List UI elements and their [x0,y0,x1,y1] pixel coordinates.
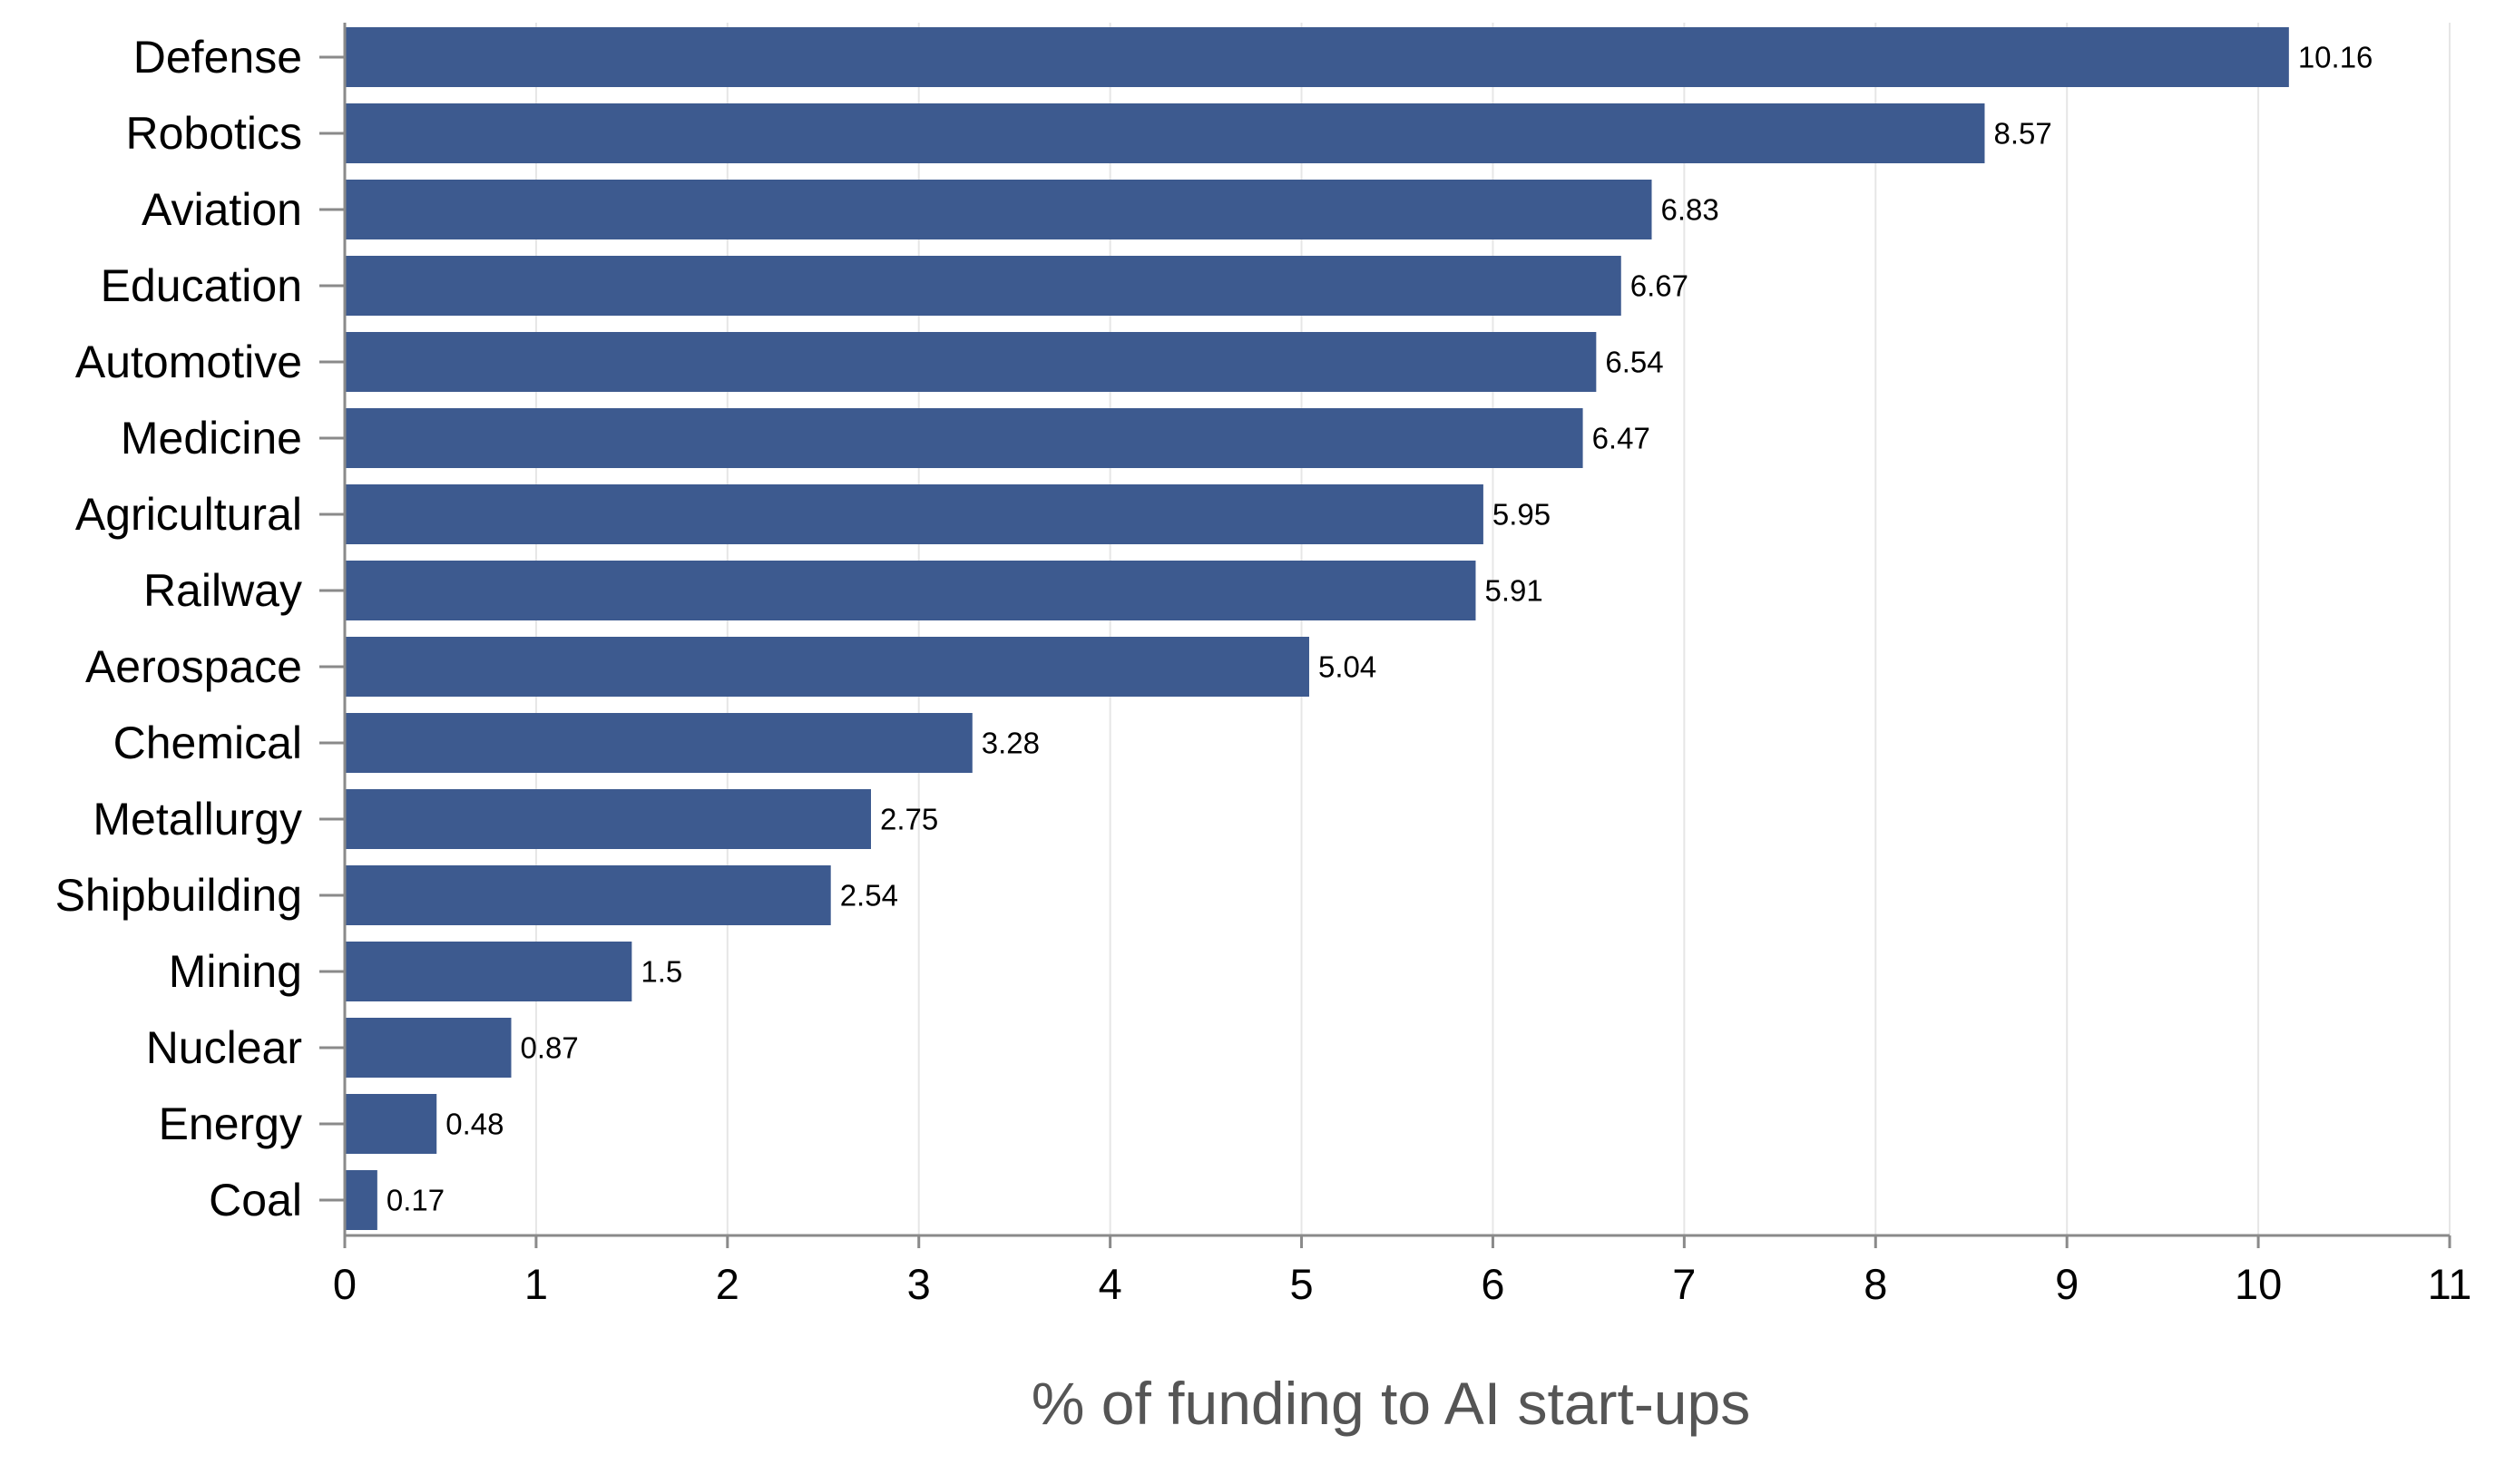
x-tick-label-7: 7 [1672,1260,1696,1308]
data-label-energy: 0.48 [445,1108,504,1141]
category-label-mining: Mining [169,946,302,997]
bar-aerospace [345,637,1309,697]
category-label-aviation: Aviation [142,184,302,235]
bar-medicine [345,408,1583,468]
data-label-metallurgy: 2.75 [880,803,938,836]
category-label-chemical: Chemical [113,718,302,768]
category-label-defense: Defense [133,32,302,83]
x-tick-label-8: 8 [1864,1260,1887,1308]
category-label-nuclear: Nuclear [146,1022,302,1073]
category-label-shipbuilding: Shipbuilding [55,870,302,921]
y-axis: Defense Robotics Aviation Education Automoti… [55,23,347,1235]
x-tick-label-11: 11 [2428,1260,2472,1308]
bar-chemical [345,713,973,773]
bar-education [345,256,1621,316]
data-label-shipbuilding: 2.54 [840,879,898,913]
bar-automotive [345,332,1597,392]
data-label-medicine: 6.47 [1592,422,1650,455]
x-tick-label-6: 6 [1481,1260,1504,1308]
bar-energy [345,1094,437,1154]
bar-railway [345,561,1476,620]
data-label-mining: 1.5 [641,955,682,989]
x-tick-label-0: 0 [333,1260,357,1308]
data-label-nuclear: 0.87 [520,1031,578,1065]
data-label-robotics: 8.57 [1993,117,2051,151]
data-label-automotive: 6.54 [1605,346,1663,379]
bar-mining [345,942,632,1001]
category-label-education: Education [101,260,302,311]
category-label-agricultural: Agricultural [75,489,302,540]
bar-nuclear [345,1018,512,1078]
data-label-education: 6.67 [1630,269,1688,303]
x-tick-label-9: 9 [2055,1260,2079,1308]
x-tick-label-2: 2 [716,1260,739,1308]
category-label-energy: Energy [159,1098,302,1149]
data-label-aviation: 6.83 [1661,193,1719,227]
x-tick-label-3: 3 [907,1260,931,1308]
category-label-medicine: Medicine [121,413,302,464]
x-axis: 0 1 2 3 4 5 6 7 8 9 10 11 [333,1234,2472,1308]
bar-aviation [345,180,1652,239]
data-label-chemical: 3.28 [982,727,1040,760]
x-tick-label-10: 10 [2235,1260,2282,1308]
bar-agricultural [345,484,1483,544]
data-label-agricultural: 5.95 [1492,498,1551,532]
bar-coal [345,1170,377,1230]
data-labels: 10.16 8.57 6.83 6.67 6.54 6.47 5.95 5.91 5.04 3.2… [386,41,2373,1217]
data-label-defense: 10.16 [2298,41,2373,74]
data-label-railway: 5.91 [1484,574,1542,608]
bar-robotics [345,103,1985,163]
bar-defense [345,27,2289,87]
data-label-coal: 0.17 [386,1184,445,1217]
x-tick-label-1: 1 [524,1260,548,1308]
bar-metallurgy [345,789,871,849]
x-axis-title: % of funding to AI start-ups [1032,1370,1750,1437]
category-label-robotics: Robotics [125,108,302,159]
bars [345,27,2289,1230]
bar-shipbuilding [345,865,831,925]
x-tick-label-4: 4 [1099,1260,1122,1308]
category-label-automotive: Automotive [75,337,302,387]
x-tick-label-5: 5 [1289,1260,1313,1308]
category-label-metallurgy: Metallurgy [93,794,302,845]
category-label-aerospace: Aerospace [85,641,302,692]
data-label-aerospace: 5.04 [1318,650,1376,684]
category-label-coal: Coal [209,1175,302,1225]
category-label-railway: Railway [143,565,302,616]
